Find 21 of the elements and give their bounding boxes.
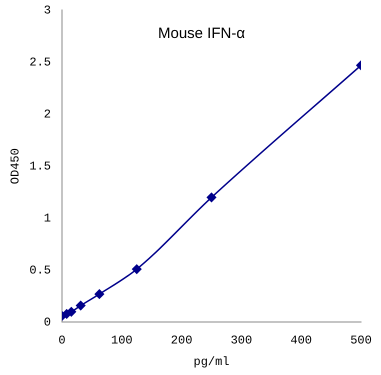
point: [94, 289, 104, 299]
y-tick-label: 1.5: [29, 159, 52, 174]
point: [206, 192, 216, 202]
x-tick-label: 200: [170, 334, 192, 348]
x-tick-label: 300: [230, 334, 252, 348]
y-tick-label: 0: [44, 315, 52, 330]
y-tick-label: 2.5: [29, 55, 52, 70]
y-tick-label: 2: [44, 107, 52, 122]
y-tick-label: 1: [44, 211, 52, 226]
y-axis-title: OD450: [8, 148, 22, 184]
x-axis-title: pg/ml: [193, 354, 230, 369]
y-tick-label: 3: [44, 3, 52, 18]
point: [76, 300, 86, 310]
x-tick-label: 0: [58, 334, 66, 348]
y-tick-label: 0.5: [29, 263, 52, 278]
point: [66, 307, 76, 317]
x-tick-label: 100: [111, 334, 133, 348]
text: Mouse IFN-α: [158, 24, 246, 42]
x-tick-label: 400: [290, 334, 312, 348]
x-tick-label: 500: [350, 334, 372, 348]
point: [132, 264, 142, 274]
